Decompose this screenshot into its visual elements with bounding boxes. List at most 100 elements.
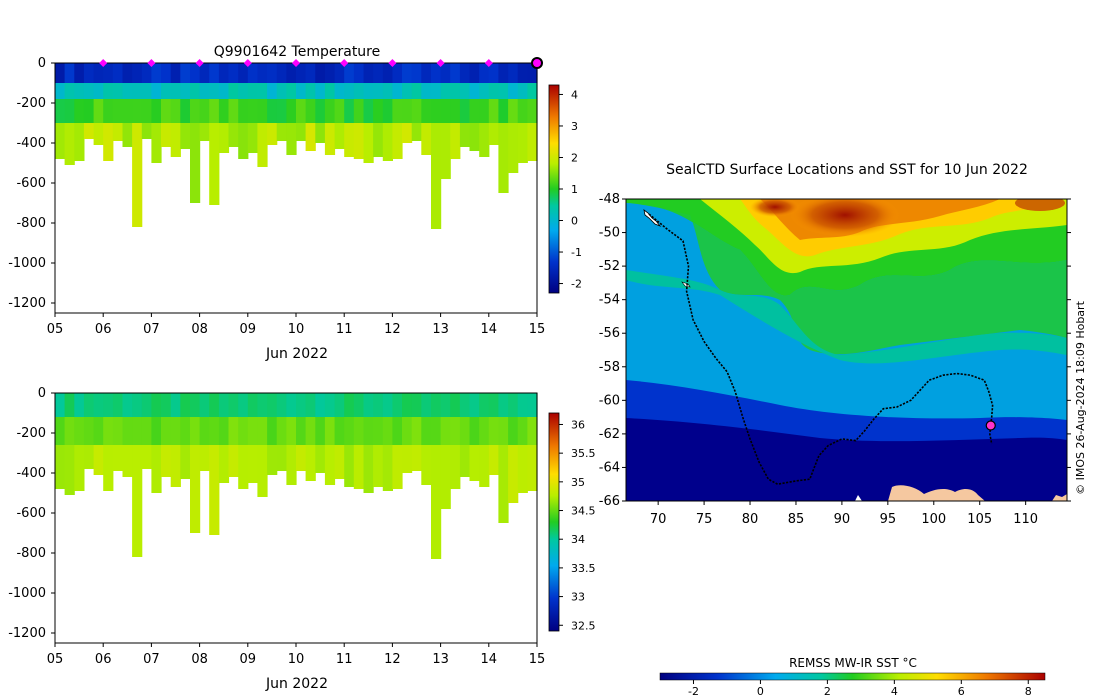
profile-cell <box>238 445 249 489</box>
profile-cell <box>103 123 114 161</box>
profile-cell <box>411 99 422 123</box>
x-tick-label: 05 <box>47 322 64 337</box>
map-title: SealCTD Surface Locations and SST for 10… <box>666 162 1028 178</box>
profile-cell <box>324 63 336 83</box>
profile-cell <box>238 123 249 159</box>
profile-cell <box>209 99 220 123</box>
profile-cell <box>112 99 123 123</box>
profile-cell <box>267 63 278 83</box>
profile-cell <box>151 123 162 163</box>
profile-cell <box>440 123 451 179</box>
profile-cell <box>392 99 403 123</box>
profile-cell <box>527 417 538 445</box>
profile-cell <box>180 123 191 149</box>
y-tick-label: -1200 <box>8 626 46 641</box>
lat-tick-label: -64 <box>599 460 620 475</box>
profile-cell <box>488 393 499 417</box>
profile-cell <box>228 393 239 417</box>
profile-cell <box>199 83 210 99</box>
profile-cell <box>170 123 181 157</box>
profile-cell <box>353 445 364 489</box>
profile-cell <box>402 99 413 123</box>
salinity-x-axis-label: Jun 2022 <box>265 676 328 692</box>
y-tick-label: -600 <box>16 176 46 191</box>
profile-cell <box>402 393 413 417</box>
profile-cell <box>103 99 114 123</box>
lon-tick-label: 85 <box>788 512 805 527</box>
profile-cell <box>55 123 66 159</box>
x-tick-label: 09 <box>240 652 257 667</box>
profile-cell <box>247 63 258 83</box>
profile-cell <box>180 63 191 83</box>
profile-cell <box>517 417 528 445</box>
salinity-colorbar <box>548 412 560 632</box>
profile-cell <box>344 393 355 417</box>
sst-colorbar-tick-label: -2 <box>688 685 699 698</box>
profile-cell <box>74 83 85 99</box>
profile-cell <box>334 417 345 445</box>
profile-cell <box>527 445 538 491</box>
profile-cell <box>83 393 95 417</box>
profile-cell <box>257 445 268 497</box>
lon-tick-label: 105 <box>967 512 992 527</box>
profile-cell <box>363 445 374 493</box>
profile-cell <box>190 83 201 99</box>
profile-cell <box>228 63 239 83</box>
x-tick-label: 08 <box>191 322 208 337</box>
colorbar-tick-label: 2 <box>571 151 578 164</box>
profile-cell <box>151 83 162 99</box>
profile-cell <box>334 393 345 417</box>
profile-cell <box>421 83 432 99</box>
profile-cell <box>411 393 422 417</box>
profile-cell <box>228 99 239 123</box>
colorbar-tick-label: 32.5 <box>571 619 596 632</box>
profile-cell <box>170 99 181 123</box>
profile-cell <box>190 445 201 533</box>
x-tick-label: 12 <box>384 652 401 667</box>
sst-colorbar-label: REMSS MW-IR SST °C <box>789 656 917 670</box>
profile-cell <box>112 393 123 417</box>
profile-cell <box>392 417 403 445</box>
profile-cell <box>83 83 95 99</box>
profile-cell <box>161 63 172 83</box>
map-axes-frame <box>625 198 1068 502</box>
lat-tick-label: -60 <box>599 393 620 408</box>
profile-cell <box>247 83 258 99</box>
profile-cell <box>296 123 307 141</box>
profile-cell <box>382 393 393 417</box>
profile-cell <box>324 123 336 155</box>
profile-cell <box>527 63 538 83</box>
profile-cell <box>517 445 528 493</box>
profile-cell <box>373 123 384 157</box>
profile-cell <box>305 99 316 123</box>
profile-cell <box>431 393 442 417</box>
profile-cell <box>122 63 133 83</box>
profile-cell <box>421 99 432 123</box>
temperature-plot-area <box>55 63 538 229</box>
profile-cell <box>151 445 162 493</box>
profile-cell <box>363 417 374 445</box>
y-tick-label: -1000 <box>8 586 46 601</box>
profile-cell <box>112 63 123 83</box>
profile-cell <box>161 393 172 417</box>
profile-cell <box>479 417 490 445</box>
sst-map-panel: SealCTD Surface Locations and SST for 10… <box>599 162 1087 698</box>
x-tick-label: 15 <box>529 652 546 667</box>
profile-cell <box>199 445 210 471</box>
profile-cell <box>440 445 451 509</box>
profile-cell <box>247 99 258 123</box>
profile-cell <box>431 83 442 99</box>
profile-cell <box>276 99 287 123</box>
profile-cell <box>392 393 403 417</box>
profile-cell <box>334 123 345 149</box>
profile-cell <box>122 123 133 147</box>
profile-cell <box>151 417 162 445</box>
profile-cell <box>247 393 258 417</box>
colorbar-tick-label: 33.5 <box>571 562 596 575</box>
profile-cell <box>93 445 104 475</box>
profile-cell <box>247 417 258 445</box>
profile-cell <box>238 63 249 83</box>
colorbar-tick-label: 3 <box>571 120 578 133</box>
profile-cell <box>170 445 181 487</box>
